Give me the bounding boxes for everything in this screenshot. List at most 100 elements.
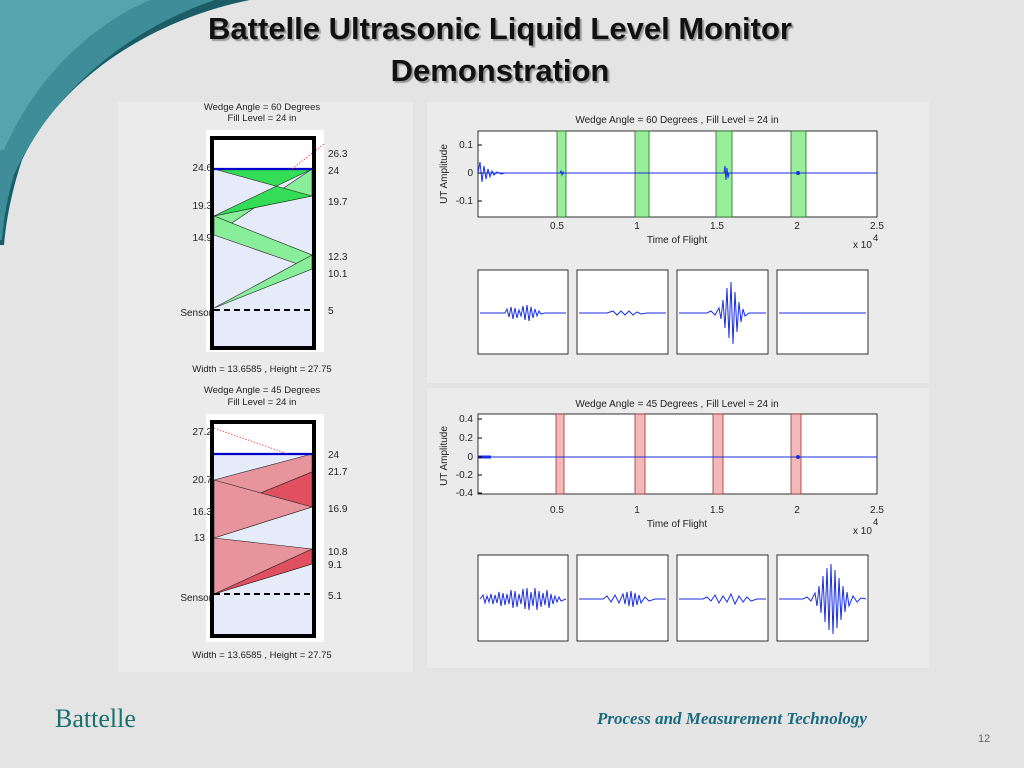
trace-panel-45deg: Wedge Angle = 45 Degrees , Fill Level = … <box>427 388 929 668</box>
echo-detail-plot <box>477 554 569 642</box>
diagram-caption: Width = 13.6585 , Height = 27.75 <box>192 364 331 375</box>
trace-svg-45deg: Wedge Angle = 45 Degrees , Fill Level = … <box>439 399 884 642</box>
gate-window <box>555 413 565 495</box>
trace-panel-60deg: Wedge Angle = 60 Degrees , Fill Level = … <box>427 102 929 383</box>
y-axis-label: UT Amplitude <box>439 144 450 204</box>
gate-window <box>634 130 650 218</box>
trace-echo-dot <box>796 171 800 175</box>
tank-diagrams-svg: Wedge Angle = 60 Degrees Fill Level = 24… <box>180 102 348 661</box>
echo-detail-plots <box>477 554 869 642</box>
x-tick-label: 2 <box>794 221 800 232</box>
tank-headspace <box>214 140 312 169</box>
sensor-label: Sensor <box>180 593 212 604</box>
tank-wall <box>210 136 316 350</box>
trace-initial-burst <box>477 161 506 183</box>
y-tick-label: 0 <box>467 452 473 463</box>
x-multiplier: x 10 <box>853 240 872 251</box>
echo-waveform <box>480 304 566 322</box>
tank-headspace <box>214 424 312 454</box>
trace-echo <box>559 169 565 177</box>
x-tick-label: 2 <box>794 505 800 516</box>
echo-detail-plot <box>576 554 669 642</box>
diagram-subtitle: Fill Level = 24 in <box>228 397 297 408</box>
x-tick-label: 2.5 <box>870 221 884 232</box>
footer-department: Process and Measurement Technology <box>597 709 867 728</box>
tank-wall <box>210 420 316 638</box>
reflection-dotted-line <box>213 427 289 455</box>
echo-detail-plots <box>477 269 869 355</box>
echo-detail-plot <box>776 269 869 355</box>
plot-area <box>477 130 878 218</box>
x-multiplier: x 10 <box>853 526 872 537</box>
y-tick-label: 0.1 <box>459 140 473 151</box>
right-label: 24 <box>328 450 340 461</box>
trace-svg-60deg: Wedge Angle = 60 Degrees , Fill Level = … <box>439 115 884 355</box>
x-tick-label: 1 <box>634 221 640 232</box>
y-tick-label: 0 <box>467 168 473 179</box>
left-label: 24.6 <box>193 163 213 174</box>
trace-echo <box>723 165 730 181</box>
x-tick-label: 0.5 <box>550 505 564 516</box>
x-exponent: 4 <box>873 233 878 244</box>
trace-title: Wedge Angle = 45 Degrees , Fill Level = … <box>575 399 778 410</box>
left-label: 13 <box>194 533 206 544</box>
right-label: 5 <box>328 306 334 317</box>
left-label: 20.7 <box>193 475 213 486</box>
y-tick-label: -0.1 <box>456 196 474 207</box>
x-axis-label: Time of Flight <box>647 519 707 530</box>
x-exponent: 4 <box>873 517 878 528</box>
left-label: 16.3 <box>193 507 213 518</box>
left-label: 14.9 <box>193 233 213 244</box>
right-label: 16.9 <box>328 504 348 515</box>
echo-waveform <box>479 587 567 611</box>
echo-waveform <box>579 310 666 316</box>
y-tick-label: -0.2 <box>456 470 474 481</box>
plot-area <box>477 413 878 495</box>
right-label: 5.1 <box>328 591 342 602</box>
diagram-title: Wedge Angle = 45 Degrees <box>204 385 321 396</box>
x-tick-label: 0.5 <box>550 221 564 232</box>
left-label: 19.3 <box>193 201 213 212</box>
right-label: 9.1 <box>328 560 342 571</box>
tank-diagram-60deg: Wedge Angle = 60 Degrees Fill Level = 24… <box>180 102 348 375</box>
teal-swoosh-light <box>0 0 150 150</box>
tank-diagrams-panel: Wedge Angle = 60 Degrees Fill Level = 24… <box>118 102 413 672</box>
echo-detail-plot <box>676 269 769 355</box>
y-axis-label: UT Amplitude <box>439 426 450 486</box>
reflection-dotted-line <box>291 143 325 170</box>
diagram-subtitle: Fill Level = 24 in <box>228 113 297 124</box>
echo-waveform <box>679 592 766 606</box>
slide-title-line1: Battelle Ultrasonic Liquid Level Monitor <box>208 11 792 46</box>
x-tick-label: 1.5 <box>710 505 724 516</box>
right-label: 10.8 <box>328 547 348 558</box>
gate-window <box>790 413 802 495</box>
page-number: 12 <box>978 733 991 745</box>
trace-echo-dot <box>796 455 800 459</box>
right-label: 10.1 <box>328 269 348 280</box>
x-tick-label: 1 <box>634 505 640 516</box>
right-label: 26.3 <box>328 149 348 160</box>
echo-detail-plot <box>477 269 569 355</box>
echo-detail-plot <box>776 554 869 642</box>
gate-window <box>715 130 733 218</box>
x-axis-label: Time of Flight <box>647 235 707 246</box>
slide-title-line2: Demonstration <box>390 53 610 88</box>
echo-detail-plot <box>676 554 769 642</box>
right-label: 21.7 <box>328 467 348 478</box>
right-label: 24 <box>328 166 340 177</box>
footer-org-name: Battelle <box>55 704 136 733</box>
tank-diagram-45deg: Wedge Angle = 45 Degrees Fill Level = 24… <box>180 385 348 661</box>
gate-window <box>712 413 724 495</box>
echo-waveform <box>779 563 867 635</box>
y-tick-label: -0.4 <box>456 488 474 499</box>
gate-window <box>634 413 646 495</box>
x-tick-label: 1.5 <box>710 221 724 232</box>
echo-waveform <box>579 590 666 608</box>
right-label: 12.3 <box>328 252 348 263</box>
sensor-label: Sensor <box>180 308 212 319</box>
y-tick-label: 0.4 <box>459 414 473 425</box>
trace-title: Wedge Angle = 60 Degrees , Fill Level = … <box>575 115 778 126</box>
right-label: 19.7 <box>328 197 348 208</box>
y-tick-label: 0.2 <box>459 433 473 444</box>
left-label: 27.2 <box>193 427 213 438</box>
